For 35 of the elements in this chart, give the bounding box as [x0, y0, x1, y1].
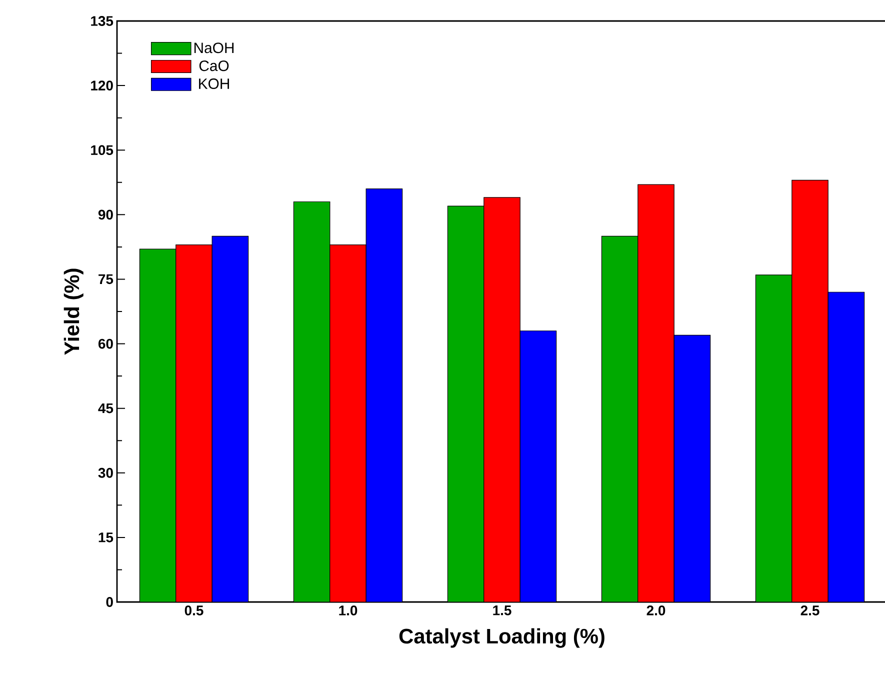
x-tick-label: 2.5 [800, 606, 820, 616]
bar [674, 335, 710, 602]
y-tick-label: 30 [98, 468, 113, 478]
y-axis-title: Yield (%) [64, 268, 84, 355]
bar [139, 248, 176, 602]
bar [366, 188, 403, 602]
y-tick-label: 45 [98, 403, 114, 414]
y-tick-label: 15 [98, 532, 114, 542]
bar [293, 201, 330, 602]
x-tick-label: 1.5 [493, 606, 512, 616]
bar [484, 197, 520, 602]
x-tick-label: 0.5 [184, 606, 204, 616]
y-tick-label: 120 [91, 80, 113, 90]
y-tick-label: 90 [98, 210, 113, 220]
x-tick-label: 1.0 [339, 606, 358, 616]
legend-label: NaOH [194, 42, 234, 54]
bar [755, 274, 792, 602]
bar [520, 330, 557, 602]
bar [828, 292, 865, 602]
bar [638, 184, 674, 602]
bar [792, 180, 828, 602]
legend-label: KOH [199, 78, 229, 90]
bar [212, 236, 249, 602]
y-tick-label: 135 [91, 16, 114, 26]
bar [330, 244, 366, 602]
legend-label: CaO [199, 60, 229, 72]
y-tick-label: 75 [98, 274, 114, 284]
x-tick-label: 2.0 [646, 606, 666, 616]
y-tick-label: 105 [91, 145, 114, 156]
x-axis-title: Catalyst Loading (%) [399, 628, 604, 648]
bar [176, 244, 212, 602]
y-tick-label: 60 [98, 338, 113, 349]
bar [602, 236, 638, 602]
y-tick-label: 0 [106, 597, 113, 607]
bar [447, 206, 484, 602]
